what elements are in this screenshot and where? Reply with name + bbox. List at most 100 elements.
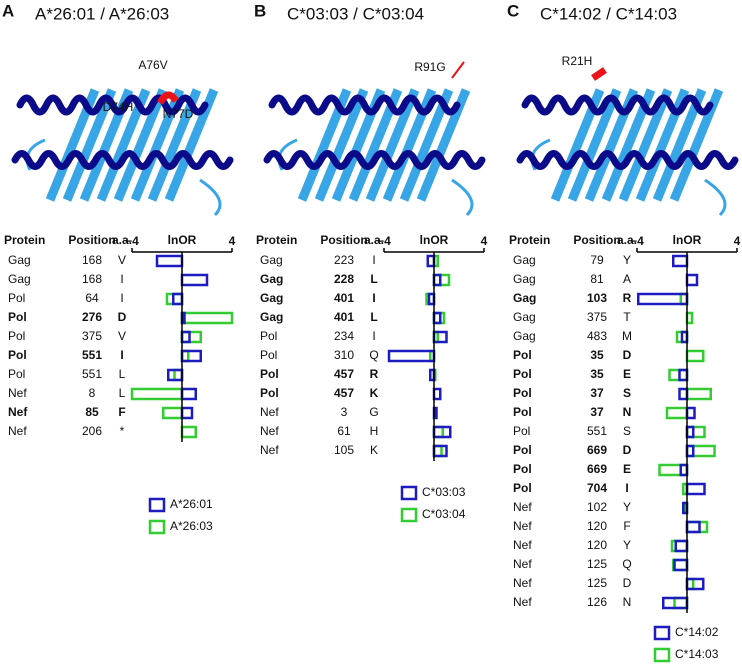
protein: Gag	[513, 253, 536, 267]
amino-acid: F	[623, 519, 630, 533]
legend-swatch	[400, 485, 418, 501]
bar	[674, 539, 689, 553]
position: 81	[590, 272, 604, 286]
amino-acid: A	[623, 272, 631, 286]
position: 125	[587, 576, 607, 590]
bar	[673, 596, 689, 610]
protein: Nef	[260, 443, 279, 457]
bar	[180, 387, 197, 401]
position: 120	[587, 519, 607, 533]
bar	[387, 349, 436, 363]
loop	[530, 138, 727, 217]
panel-title: C*14:02 / C*14:03	[540, 4, 677, 23]
amino-acid: Y	[623, 253, 631, 267]
bar	[685, 425, 706, 439]
bar	[426, 254, 436, 268]
strand	[365, 88, 420, 202]
column-header: a.a.	[617, 233, 637, 247]
protein: Pol	[260, 348, 277, 362]
protein: Pol	[8, 367, 25, 381]
amino-acid: *	[120, 424, 125, 438]
bar	[672, 254, 689, 268]
bar	[180, 311, 234, 325]
mutation-label: R21H	[562, 54, 593, 68]
bar	[180, 406, 194, 420]
bar	[685, 444, 716, 458]
panel: C C*14:02 / C*14:03 R21H Protein Positiona.a…	[507, 1, 741, 663]
bar	[172, 292, 184, 306]
protein: Pol	[260, 386, 279, 400]
strand	[147, 88, 202, 202]
protein: Nef	[260, 424, 279, 438]
position: 234	[334, 329, 354, 343]
protein: Nef	[513, 519, 532, 533]
mutation	[591, 67, 607, 81]
protein: Gag	[260, 253, 283, 267]
legend-label: C*14:02	[675, 625, 719, 639]
position: 669	[587, 462, 607, 476]
position: 64	[85, 291, 99, 305]
protein: Pol	[260, 329, 277, 343]
bar	[670, 539, 689, 553]
amino-acid: I	[625, 481, 628, 495]
position: 85	[85, 405, 99, 419]
mutation-label: A76V	[138, 58, 167, 72]
amino-acid: N	[623, 405, 632, 419]
position: 168	[82, 272, 102, 286]
column-header: Protein	[4, 233, 45, 247]
amino-acid: L	[119, 367, 126, 381]
protein: Nef	[513, 595, 532, 609]
legend-swatch	[653, 647, 671, 663]
column-header: Position	[320, 233, 367, 247]
amino-acid: I	[372, 329, 375, 343]
position: 401	[334, 310, 354, 324]
legend-label: C*14:03	[675, 647, 719, 661]
position: 551	[82, 367, 102, 381]
protein: Pol	[8, 291, 25, 305]
position: 457	[334, 367, 354, 381]
position: 102	[587, 500, 607, 514]
helix	[268, 94, 461, 116]
column-header: a.a.	[112, 233, 132, 247]
column-header: a.a.	[364, 233, 384, 247]
column-header: Position	[68, 233, 115, 247]
amino-acid: D	[623, 443, 632, 457]
loop	[25, 138, 222, 217]
axis-label: lnOR	[673, 233, 702, 247]
strand	[567, 88, 622, 202]
protein: Pol	[513, 424, 530, 438]
bar	[673, 558, 689, 572]
x-tick-label: −4	[125, 234, 139, 248]
protein: Pol	[513, 367, 532, 381]
bar	[685, 444, 695, 458]
x-tick-label: 4	[734, 234, 741, 248]
protein: Gag	[8, 253, 31, 267]
bar	[685, 520, 701, 534]
position: 125	[587, 557, 607, 571]
protein: Nef	[513, 557, 532, 571]
amino-acid: Q	[369, 348, 378, 362]
legend-swatch	[148, 497, 166, 513]
helix	[11, 150, 234, 170]
protein: Nef	[513, 500, 532, 514]
amino-acid: I	[120, 291, 123, 305]
position: 276	[82, 310, 102, 324]
position: 3	[341, 405, 348, 419]
bar	[685, 577, 705, 591]
bar	[678, 368, 689, 382]
position: 704	[587, 481, 607, 495]
panel-label: A	[2, 1, 14, 20]
helix	[16, 94, 209, 116]
legend-label: A*26:01	[170, 497, 213, 511]
bar	[180, 349, 202, 363]
bar	[180, 425, 197, 439]
axis-label: lnOR	[420, 233, 449, 247]
column-header: Position	[573, 233, 620, 247]
mutation	[451, 61, 465, 79]
protein: Pol	[513, 386, 532, 400]
panel-label: C	[507, 1, 519, 20]
protein: Gag	[8, 272, 31, 286]
amino-acid: V	[118, 253, 126, 267]
protein: Gag	[260, 272, 283, 286]
position: 35	[590, 367, 604, 381]
